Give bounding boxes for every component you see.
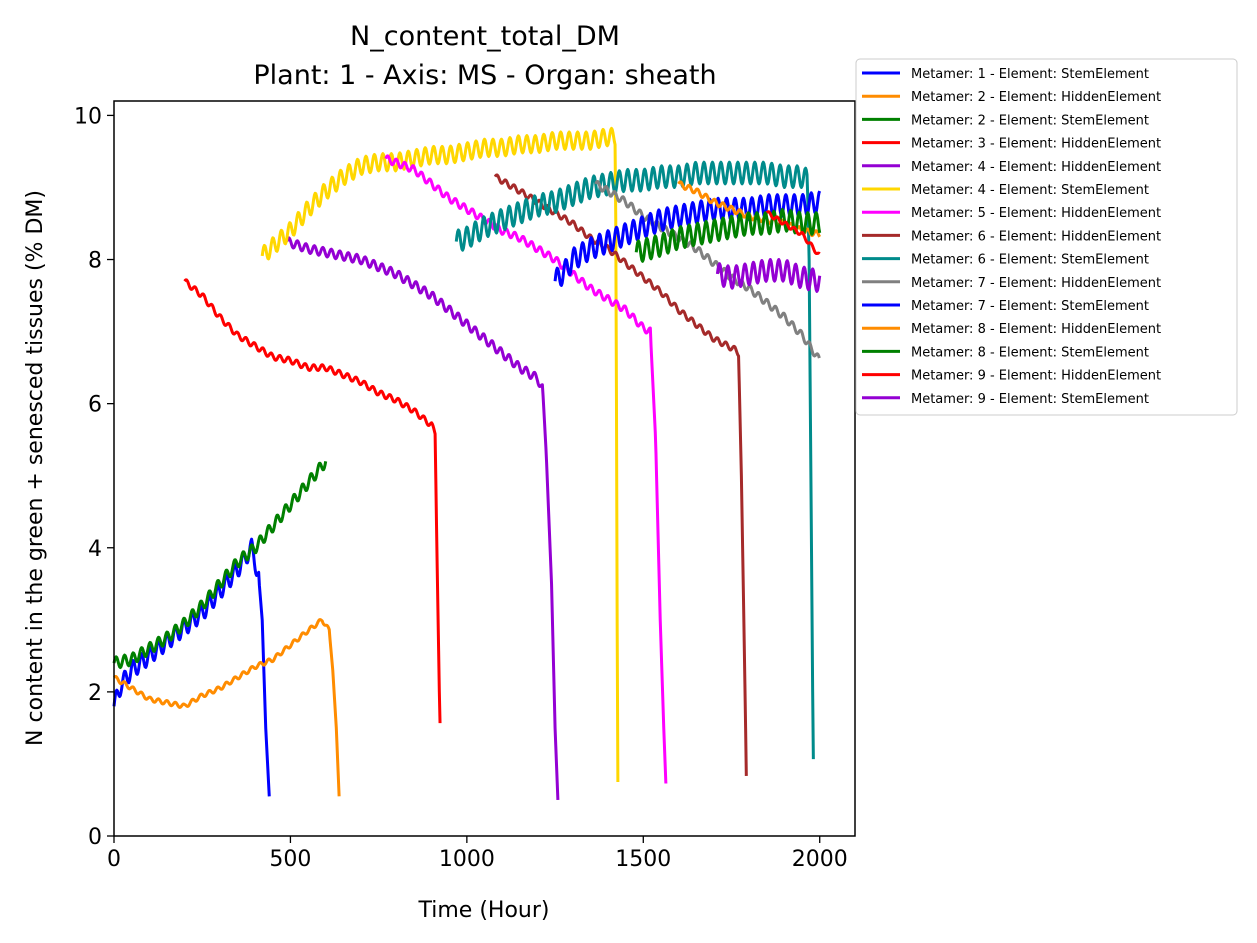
series-line-1 [112, 537, 271, 797]
x-tick-label: 1500 [615, 847, 671, 872]
series-line-10 [594, 180, 821, 359]
series-line-8 [493, 173, 748, 776]
legend-entry-label: Metamer: 3 - Element: HiddenElement [911, 137, 1161, 152]
y-tick-label: 10 [74, 104, 102, 129]
plot-frame [113, 100, 856, 837]
legend-entry-label: Metamer: 7 - Element: HiddenElement [911, 276, 1161, 291]
series-line-15 [715, 258, 822, 293]
series-line-6 [260, 126, 620, 782]
legend-entry-label: Metamer: 8 - Element: StemElement [911, 345, 1149, 360]
series-line-7 [384, 154, 668, 784]
series-layer [112, 126, 822, 801]
series-line-14 [765, 210, 821, 256]
legend: Metamer: 1 - Element: StemElement Metamer… [855, 58, 1238, 416]
x-tick-label: 0 [107, 847, 121, 872]
series-line-13 [634, 208, 822, 263]
legend-entry-label: Metamer: 7 - Element: StemElement [911, 299, 1149, 314]
x-axis: 0 500 1000 1500 2000 [107, 836, 848, 872]
y-axis: 0 2 4 6 8 10 [74, 104, 114, 850]
series-line-4 [183, 278, 442, 724]
legend-entry-label: Metamer: 2 - Element: HiddenElement [911, 90, 1161, 105]
legend-entry-label: Metamer: 6 - Element: HiddenElement [911, 229, 1161, 244]
series-line-2 [112, 618, 341, 797]
series-line-5 [285, 236, 560, 801]
chart-title: N_content_total_DM [350, 21, 620, 52]
y-tick-label: 0 [88, 825, 102, 850]
y-tick-label: 6 [88, 393, 102, 418]
x-tick-label: 2000 [792, 847, 848, 872]
y-tick-label: 4 [88, 537, 102, 562]
legend-entry-label: Metamer: 1 - Element: StemElement [911, 67, 1149, 82]
chart-subtitle: Plant: 1 - Axis: MS - Organ: sheath [253, 60, 716, 91]
y-axis-label: N content in the green + senesced tissue… [23, 190, 48, 746]
y-tick-label: 8 [88, 249, 102, 274]
legend-frame [855, 58, 1238, 416]
x-tick-label: 1000 [439, 847, 495, 872]
legend-entry-label: Metamer: 8 - Element: HiddenElement [911, 322, 1161, 337]
legend-entry-label: Metamer: 4 - Element: StemElement [911, 183, 1149, 198]
legend-entry-label: Metamer: 9 - Element: HiddenElement [911, 369, 1161, 384]
legend-entry-label: Metamer: 6 - Element: StemElement [911, 253, 1149, 268]
legend-entry-label: Metamer: 2 - Element: StemElement [911, 113, 1149, 128]
legend-entry-label: Metamer: 9 - Element: StemElement [911, 392, 1149, 407]
series-line-11 [553, 190, 822, 287]
x-axis-label: Time (Hour) [418, 898, 550, 923]
legend-entry-label: Metamer: 5 - Element: HiddenElement [911, 206, 1161, 221]
legend-entry-label: Metamer: 4 - Element: HiddenElement [911, 160, 1161, 175]
series-line-9 [454, 160, 815, 760]
series-line-3 [112, 461, 328, 670]
y-tick-label: 2 [88, 681, 102, 706]
x-tick-label: 500 [269, 847, 311, 872]
